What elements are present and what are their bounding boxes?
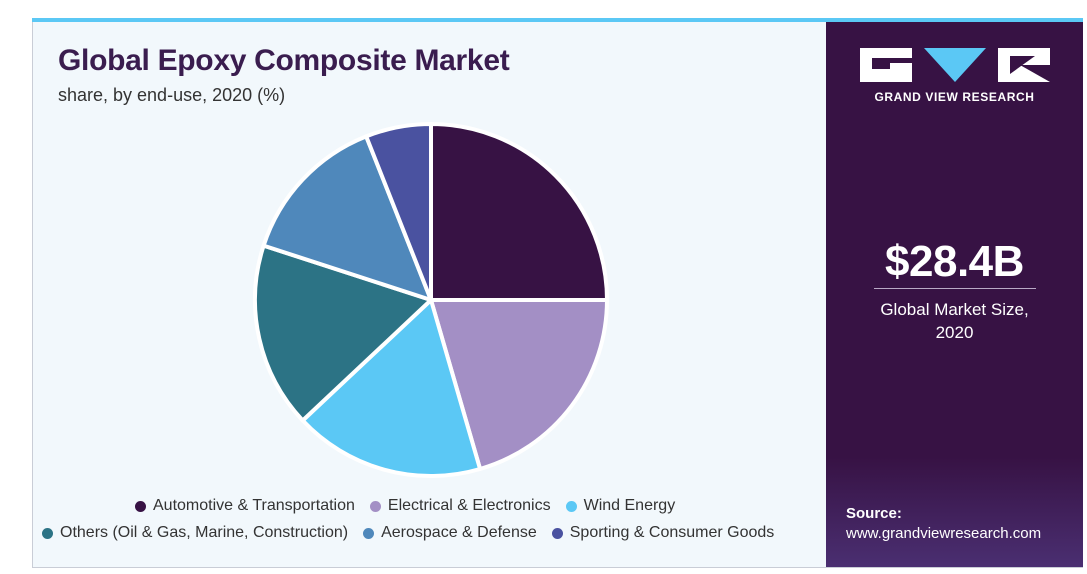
legend-item: Sporting & Consumer Goods — [551, 524, 775, 542]
legend-row-2: Others (Oil & Gas, Marine, Construction)… — [42, 524, 774, 542]
legend-label: Others (Oil & Gas, Marine, Construction) — [60, 524, 349, 541]
legend-label: Sporting & Consumer Goods — [569, 524, 775, 541]
pie-slice-others-oil-gas-marine-construction — [253, 243, 433, 423]
legend-marker-icon — [135, 500, 146, 512]
source-label: Source: — [846, 505, 902, 522]
legend-marker-icon — [369, 500, 381, 512]
top-accent-bar — [32, 18, 1083, 22]
legend-label: Electrical & Electronics — [387, 497, 551, 514]
legend-marker-icon — [551, 527, 563, 539]
legend-item: Wind Energy — [565, 497, 676, 515]
chart-subtitle: share, by end-use, 2020 (%) — [58, 85, 286, 105]
chart-title: Global Epoxy Composite Market — [58, 44, 510, 77]
brand-name: GRAND VIEW RESEARCH — [874, 90, 1035, 104]
market-size-label-line2: 2020 — [935, 323, 974, 342]
pie-slice-automotive-transportation — [429, 122, 609, 302]
legend-marker-icon — [42, 527, 53, 539]
market-size-value: $28.4B — [885, 237, 1024, 286]
legend-marker-icon — [363, 527, 375, 539]
gvr-logo-icon — [860, 48, 1050, 82]
legend-item: Electrical & Electronics — [369, 497, 551, 515]
market-size-label-line1: Global Market Size, — [880, 300, 1029, 319]
brand-panel: GRAND VIEW RESEARCH $28.4B Global Market… — [826, 22, 1083, 567]
source-url: www.grandviewresearch.com — [846, 525, 1042, 542]
market-size-label: Global Market Size, 2020 — [826, 298, 1083, 344]
pie-slice-electrical-electronics — [429, 298, 609, 472]
pie-chart — [253, 122, 609, 478]
legend-row-1: Automotive & Transportation Electrical & … — [135, 497, 675, 515]
panel-gradient — [826, 457, 1083, 567]
legend-item: Others (Oil & Gas, Marine, Construction) — [42, 524, 348, 542]
pie-slice-aerospace-defense — [261, 134, 433, 302]
legend-marker-icon — [565, 500, 577, 512]
pie-slice-sporting-consumer-goods — [364, 122, 433, 302]
legend-label: Wind Energy — [583, 497, 676, 514]
legend-item: Aerospace & Defense — [363, 524, 537, 542]
pie-slice-wind-energy — [300, 298, 483, 478]
legend-label: Automotive & Transportation — [153, 497, 355, 514]
stat-divider — [874, 288, 1036, 289]
legend-item: Automotive & Transportation — [135, 497, 355, 515]
legend-label: Aerospace & Defense — [381, 524, 537, 541]
